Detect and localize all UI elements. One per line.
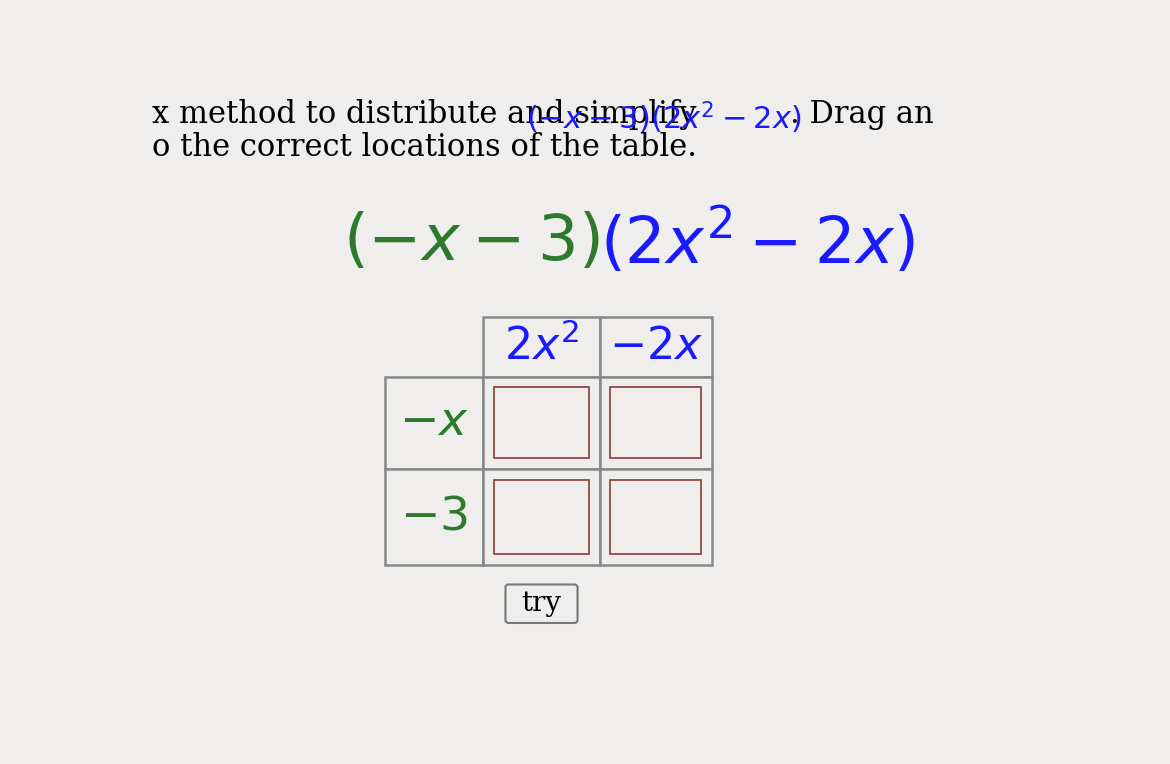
Bar: [599, 377, 713, 469]
Bar: [611, 387, 701, 458]
FancyBboxPatch shape: [505, 584, 578, 623]
Text: $-3$: $-3$: [400, 494, 468, 539]
Text: $-x$: $-x$: [399, 400, 469, 445]
Text: $(2x^2-2x)$: $(2x^2-2x)$: [599, 207, 914, 277]
Bar: [494, 480, 589, 555]
Text: o the correct locations of the table.: o the correct locations of the table.: [152, 131, 697, 163]
Text: x method to distribute and simplify: x method to distribute and simplify: [152, 99, 707, 131]
Bar: [494, 387, 589, 458]
Text: $(-x-3)$: $(-x-3)$: [343, 211, 599, 273]
Bar: [385, 469, 483, 565]
Bar: [599, 469, 713, 565]
Bar: [385, 377, 483, 469]
Text: . Drag an: . Drag an: [790, 99, 934, 131]
Bar: [483, 316, 599, 377]
Bar: [611, 480, 701, 555]
Bar: [483, 377, 599, 469]
Text: $2x^2$: $2x^2$: [504, 324, 579, 369]
Bar: [483, 469, 599, 565]
Text: $(-x-3)(2x^2-2x)$: $(-x-3)(2x^2-2x)$: [526, 99, 801, 136]
Bar: [599, 316, 713, 377]
Text: $-2x$: $-2x$: [608, 325, 703, 368]
Text: try: try: [522, 591, 562, 617]
